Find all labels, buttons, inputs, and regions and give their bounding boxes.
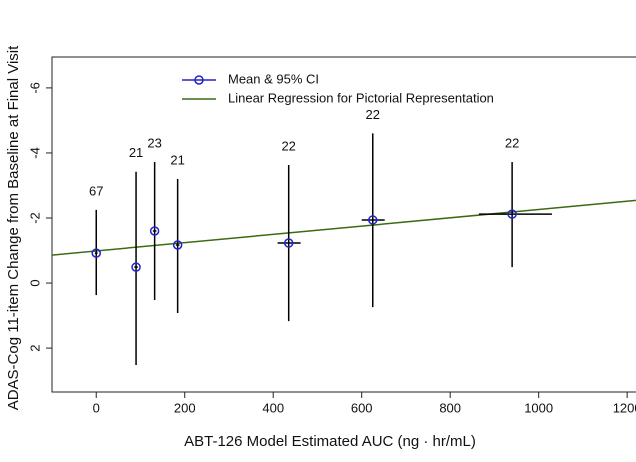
x-tick-label: 1200 bbox=[613, 400, 636, 415]
y-axis-label: ADAS-Cog 11-item Change from Baseline at… bbox=[5, 45, 22, 410]
y-tick-label: -4 bbox=[27, 147, 42, 159]
mean-point bbox=[131, 262, 141, 272]
n-label: 21 bbox=[170, 152, 184, 167]
mean-point bbox=[283, 238, 294, 248]
mean-point bbox=[149, 226, 160, 236]
mean-point bbox=[507, 209, 517, 219]
x-tick-label: 400 bbox=[262, 400, 284, 415]
n-label: 22 bbox=[281, 138, 295, 153]
x-tick-label: 600 bbox=[351, 400, 373, 415]
n-label: 22 bbox=[505, 135, 519, 150]
y-tick-label: 0 bbox=[27, 279, 42, 286]
mean-point bbox=[172, 240, 183, 250]
plot-frame bbox=[51, 56, 636, 393]
legend-label: Linear Regression for Pictorial Represen… bbox=[228, 90, 494, 105]
x-tick-label: 800 bbox=[439, 400, 461, 415]
legend-label: Mean & 95% CI bbox=[228, 71, 319, 86]
n-label: 23 bbox=[147, 135, 161, 150]
y-tick-label: -2 bbox=[27, 212, 42, 224]
x-tick-label: 200 bbox=[174, 400, 196, 415]
y-tick-label: -6 bbox=[27, 82, 42, 94]
mean-point bbox=[368, 215, 378, 225]
n-label: 67 bbox=[89, 183, 103, 198]
legend-marker bbox=[194, 75, 204, 85]
regression-line bbox=[51, 199, 636, 256]
mean-point bbox=[91, 248, 101, 258]
n-label: 22 bbox=[366, 107, 380, 122]
x-axis-label: ABT-126 Model Estimated AUC (ng · hr/mL) bbox=[184, 433, 476, 450]
n-label: 21 bbox=[129, 145, 143, 160]
x-tick-label: 0 bbox=[93, 400, 100, 415]
x-tick-label: 1000 bbox=[524, 400, 553, 415]
y-tick-label: 2 bbox=[27, 344, 42, 351]
